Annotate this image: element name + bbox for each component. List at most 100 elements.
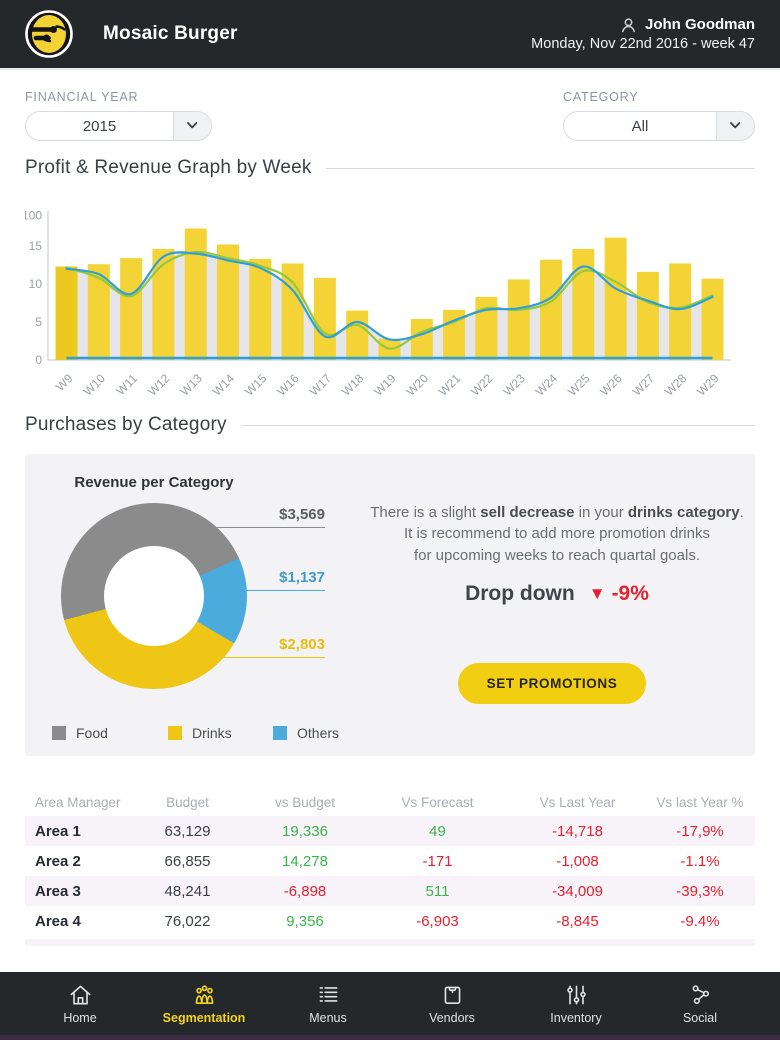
legend-label: Others (297, 725, 340, 741)
nav-item-label: Menus (309, 1011, 347, 1025)
revenue-bar (475, 296, 498, 360)
vendors-icon (444, 986, 460, 1004)
nav-item-label: Segmentation (162, 1011, 246, 1025)
nav-item-social[interactable]: Social (648, 982, 752, 1025)
nav-item-inventory[interactable]: Inventory (524, 982, 628, 1025)
table-cell: -8,845 (556, 912, 599, 930)
revenue-bar (87, 264, 110, 360)
heading-rule (240, 424, 755, 426)
table-cell: -9.4% (680, 912, 720, 930)
down-triangle-icon: ▼ (588, 583, 606, 603)
revenue-bar (55, 266, 78, 360)
revenue-bar (572, 249, 595, 360)
table-cell: -1.1% (680, 852, 720, 870)
table-cell: -39,3% (676, 882, 724, 900)
nav-item-home[interactable]: Home (28, 982, 132, 1025)
table-cell: Area 3 (35, 882, 81, 900)
insight-segment: . (739, 504, 744, 521)
nav-item-menus[interactable]: Menus (276, 982, 380, 1025)
mosaic-burger-logo-icon (25, 10, 73, 58)
table-row: Area 4 76,022 9,356 -6,903 -8,845 -9.4% (25, 906, 755, 936)
y-tick-label: 100 (25, 209, 42, 223)
bottom-navigation: Home Segmentation Menus Vendors Inventory Soc… (0, 972, 780, 1035)
table-cell: -171 (422, 852, 453, 870)
x-tick-label: W12 (145, 371, 173, 398)
revenue-bar (281, 263, 304, 360)
revenue-bar (120, 258, 143, 360)
table-cell: 76,022 (164, 912, 211, 930)
home-icon (69, 985, 91, 1005)
table-row: Area 1 63,129 19,336 49 -14,718 -17,9% (25, 816, 755, 846)
x-tick-label: W25 (565, 371, 593, 398)
legend-item-drinks: Drinks (168, 725, 273, 741)
x-tick-label: W15 (242, 371, 270, 398)
insight-bold: drinks category (627, 504, 740, 521)
revenue-bar (313, 277, 336, 360)
y-tick-label: 15 (29, 239, 43, 253)
revenue-bar (346, 310, 369, 360)
revenue-bar (636, 271, 659, 360)
y-tick-label: 10 (29, 277, 43, 291)
nav-item-segmentation[interactable]: Segmentation (152, 982, 256, 1025)
set-promotions-button[interactable]: SET PROMOTIONS (458, 663, 646, 704)
table-header-cell: Vs Last Year (539, 794, 616, 810)
social-icon (692, 985, 709, 1005)
revenue-bar (152, 249, 175, 360)
nav-item-vendors[interactable]: Vendors (400, 982, 504, 1025)
table-body: Area 1 63,129 19,336 49 -14,718 -17,9% Area 2 6… (25, 816, 755, 936)
x-tick-label: W28 (662, 371, 690, 398)
category-filter: CATEGORY All (563, 90, 755, 141)
x-tick-label: W27 (630, 371, 658, 398)
x-tick-label: W14 (210, 371, 238, 398)
insight-line3: for upcoming weeks to reach quartal goal… (414, 546, 700, 564)
revenue-bar (249, 258, 272, 360)
chevron-down-icon (716, 112, 754, 140)
heading-rule (325, 167, 755, 169)
donut-callout-drinks: $2,803 (200, 636, 325, 658)
drop-down-label: Drop down (465, 581, 575, 605)
nav-item-label: Home (63, 1011, 97, 1025)
profit-revenue-section-head: Profit & Revenue Graph by Week (25, 157, 755, 179)
financial-year-dropdown[interactable]: 2015 (25, 111, 212, 141)
table-header-cell: Budget (166, 794, 209, 810)
y-tick-label: 5 (35, 315, 42, 329)
donut-callout-others: $1,137 (222, 569, 325, 591)
category-dropdown[interactable]: All (563, 111, 755, 141)
drop-down-stat: Drop down ▼ -9% (362, 579, 752, 609)
user-block: John Goodman Monday, Nov 22nd 2016 - wee… (531, 16, 755, 52)
x-tick-label: W9 (53, 371, 76, 394)
donut-legend: Food Drinks Others (52, 725, 339, 741)
user-row[interactable]: John Goodman (531, 16, 755, 33)
revenue-bar (669, 263, 692, 360)
x-tick-label: W24 (533, 371, 561, 398)
drop-down-value: -9% (611, 581, 649, 605)
purchases-section-head: Purchases by Category (25, 414, 755, 436)
donut-callout-food: $3,569 (213, 506, 325, 528)
table-row: Area 3 48,241 -6,898 511 -34,009 -39,3% (25, 876, 755, 906)
table-cell: -34,009 (552, 882, 603, 900)
revenue-bar (701, 278, 724, 360)
table-row: Area 2 66,855 14,278 -171 -1,008 -1.1% (25, 846, 755, 876)
insight-text: There is a slight sell decrease in your … (362, 502, 752, 609)
table-cell: -6,903 (416, 912, 459, 930)
insight-segment: There is a slight (370, 504, 481, 521)
table-header-cell: Area Manager (35, 794, 121, 810)
main-content: FINANCIAL YEAR 2015 CATEGORY All (0, 90, 780, 946)
legend-item-others: Others (273, 725, 339, 741)
financial-year-value: 2015 (82, 117, 117, 135)
table-cell: 63,129 (164, 822, 211, 840)
financial-year-filter: FINANCIAL YEAR 2015 (25, 90, 212, 141)
x-tick-label: W16 (274, 371, 302, 398)
x-tick-label: W21 (436, 371, 464, 398)
app-title: Mosaic Burger (103, 23, 238, 44)
revenue-bar (184, 228, 207, 360)
table-header-cell: vs Budget (274, 794, 336, 810)
nav-item-label: Vendors (429, 1011, 475, 1025)
insight-line2: It is recommend to add more promotion dr… (404, 525, 710, 543)
table-cell: Area 2 (35, 852, 81, 870)
x-tick-label: W22 (468, 371, 496, 398)
revenue-bar (217, 244, 239, 360)
table-cell: Area 4 (35, 912, 81, 930)
area-manager-table: Area Manager Budget vs Budget Vs Forecast Vs… (25, 788, 755, 936)
